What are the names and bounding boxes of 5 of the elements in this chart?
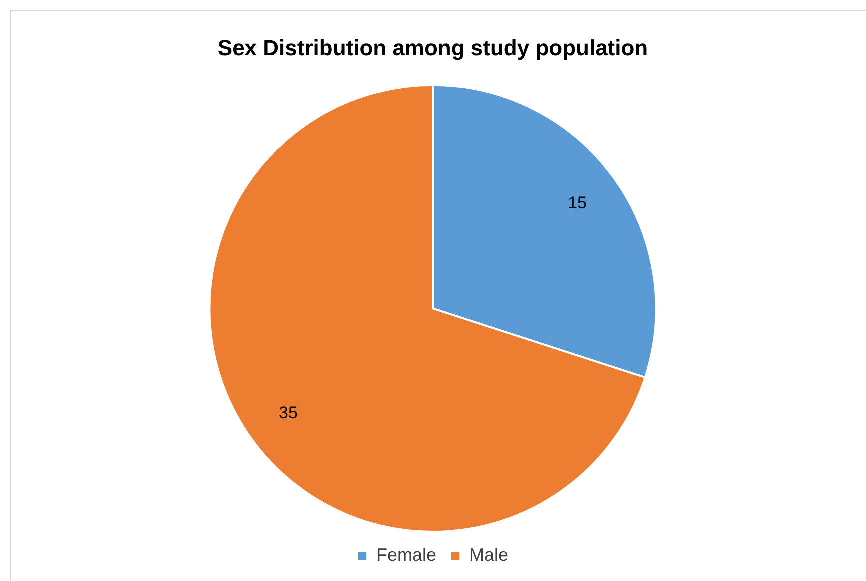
chart-title: Sex Distribution among study population xyxy=(218,35,648,60)
data-label: 15 xyxy=(568,193,587,212)
legend-label: Male xyxy=(470,544,509,565)
data-label: 35 xyxy=(279,403,298,422)
legend-label: Female xyxy=(376,544,437,565)
